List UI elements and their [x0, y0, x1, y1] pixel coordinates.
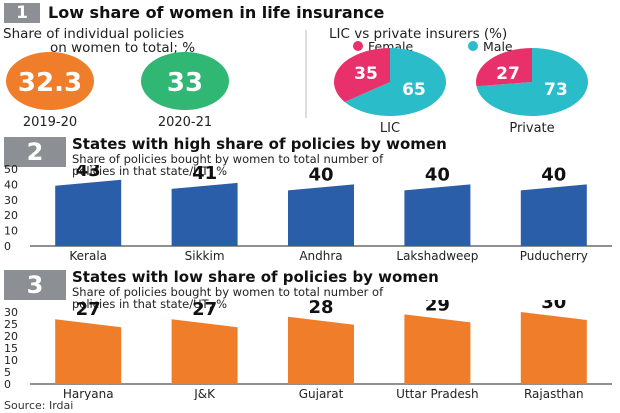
- y-tick-label: 0: [4, 240, 11, 253]
- pie-slice-female: [476, 48, 532, 87]
- pie-category-label: LIC: [380, 121, 400, 135]
- share-bubble: [6, 52, 94, 110]
- x-category-label: Uttar Pradesh: [396, 387, 478, 400]
- lic-vs-private-subtitle: LIC vs private insurers (%): [329, 26, 508, 42]
- y-tick-label: 5: [4, 366, 11, 379]
- x-category-label: Gujarat: [299, 387, 344, 400]
- bar: [288, 316, 354, 384]
- bar: [55, 179, 122, 246]
- y-tick-label: 50: [4, 165, 18, 176]
- pie-slice-male: [344, 48, 446, 116]
- x-category-label: Andhra: [299, 249, 342, 263]
- y-tick-label: 15: [4, 342, 18, 355]
- shares-subtitle-line-1: Share of individual policies: [3, 26, 185, 42]
- share-bubble-year: 2020-21: [158, 115, 212, 130]
- y-tick-label: 30: [4, 306, 18, 319]
- y-tick-label: 40: [4, 178, 18, 191]
- pie-label-male: 65: [402, 80, 426, 100]
- x-category-label: Rajasthan: [524, 387, 584, 400]
- x-category-label: Kerala: [69, 249, 107, 263]
- bar-value-label: 29: [425, 300, 450, 315]
- bar: [520, 184, 587, 246]
- source-note: Source: Irdai: [4, 399, 74, 412]
- bar: [404, 314, 471, 384]
- bar: [171, 182, 238, 246]
- x-category-label: J&K: [193, 387, 216, 400]
- bar-value-label: 40: [541, 165, 566, 185]
- bar: [55, 319, 122, 384]
- bar: [404, 184, 471, 246]
- bar-value-label: 28: [308, 300, 333, 318]
- y-tick-label: 25: [4, 318, 18, 331]
- pie-slice-male: [476, 48, 588, 116]
- share-bubble-year: 2019-20: [23, 115, 77, 130]
- share-bubbles: 32.3 2019-20 33 2020-21: [6, 52, 229, 130]
- share-bubble: [141, 52, 229, 110]
- x-category-label: Puducherry: [520, 249, 588, 263]
- legend-male-swatch: [468, 41, 478, 51]
- bar-value-label: 41: [192, 165, 217, 184]
- section-3-title: States with low share of policies by wom…: [72, 268, 439, 286]
- pie-label-male: 73: [544, 80, 568, 100]
- bar-value-label: 40: [308, 165, 333, 185]
- bar: [520, 312, 587, 384]
- share-bubble-value: 33: [167, 68, 203, 98]
- high-share-bar-chart: 0 10 20 30 40 50 43 Kerala 41 Sikkim 40 Andhra 40 Lak…: [4, 165, 612, 263]
- y-tick-label: 10: [4, 225, 18, 238]
- legend-female-swatch: [353, 41, 363, 51]
- share-bubble-value: 32.3: [18, 68, 82, 98]
- section-3-subtitle-line-2: policies in that state/UT; %: [72, 297, 228, 311]
- section-3-subtitle-line-1: Share of policies bought by women to tot…: [72, 285, 384, 299]
- x-category-label: Lakshadweep: [396, 249, 478, 263]
- lic-private-pies: 35 65 LIC 27 73 Private: [333, 48, 588, 135]
- y-tick-label: 0: [4, 378, 11, 391]
- bar-value-label: 27: [76, 300, 101, 320]
- pie-label-female: 35: [354, 64, 378, 84]
- bar-value-label: 40: [425, 165, 450, 185]
- section-2-title: States with high share of policies by wo…: [72, 135, 447, 153]
- section-2-subtitle-line-2: policies in that state/UT; %: [72, 164, 228, 178]
- y-tick-label: 20: [4, 330, 18, 343]
- x-category-label: Sikkim: [185, 249, 225, 263]
- shares-subtitle-line-2: on women to total; %: [50, 40, 196, 56]
- pie-label-female: 27: [496, 64, 520, 84]
- pie-category-label: Private: [509, 121, 554, 135]
- bar-value-label: 27: [192, 300, 217, 320]
- section-2-number: 2: [4, 137, 66, 167]
- y-tick-label: 30: [4, 194, 18, 207]
- section-2-subtitle-line-1: Share of policies bought by women to tot…: [72, 152, 384, 166]
- y-tick-label: 20: [4, 209, 18, 222]
- x-category-label: Haryana: [63, 387, 114, 400]
- legend-male-label: Male: [483, 39, 513, 54]
- section-3-number: 3: [4, 270, 66, 300]
- bar: [171, 319, 238, 384]
- bar-value-label: 30: [541, 300, 566, 313]
- section-1-title: Low share of women in life insurance: [48, 3, 385, 22]
- section-1-number: 1: [4, 3, 40, 23]
- pie-slice-female: [333, 48, 390, 102]
- y-tick-label: 10: [4, 354, 18, 367]
- bar: [288, 184, 354, 246]
- bar-value-label: 43: [76, 165, 101, 181]
